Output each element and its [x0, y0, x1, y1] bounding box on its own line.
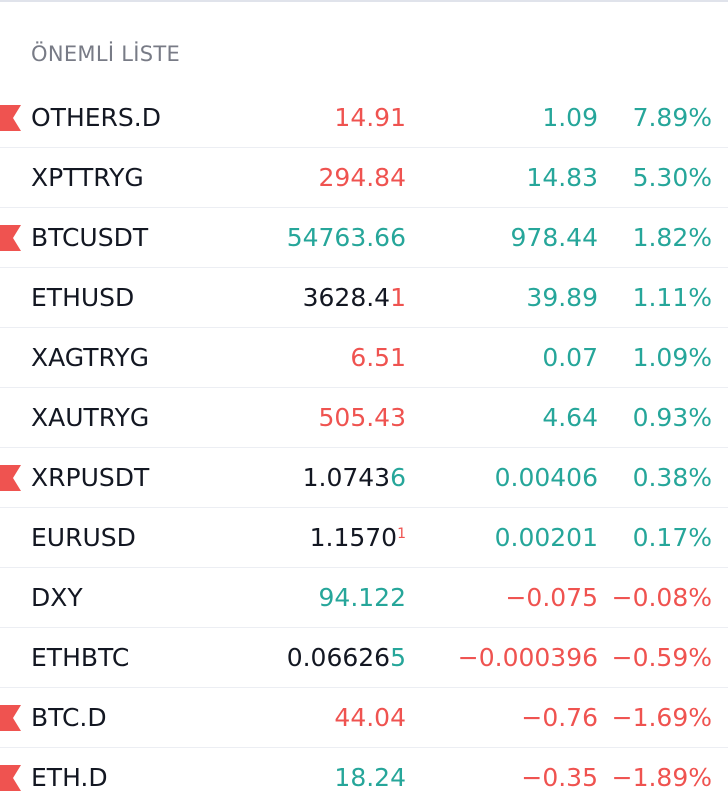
watchlist-row[interactable]: XAGTRYG 6.51 0.07 1.09% — [0, 328, 728, 388]
change-value: 14.83 — [526, 163, 598, 192]
last-price: 3628.41 — [303, 268, 406, 327]
flag-icon[interactable] — [0, 705, 21, 731]
flag-icon[interactable] — [0, 105, 21, 131]
symbol-label: XAGTRYG — [31, 343, 149, 372]
change-value: 39.89 — [526, 283, 598, 312]
flag-icon[interactable] — [0, 765, 21, 791]
change-value: 4.64 — [542, 403, 598, 432]
last-price: 94.122 — [319, 568, 406, 627]
last-price-main: 44.04 — [334, 703, 406, 732]
symbol-label: XPTTRYG — [31, 163, 144, 192]
last-price: 44.04 — [334, 688, 406, 747]
last-price-main: 505.43 — [318, 403, 406, 432]
symbol-label: ETHUSD — [31, 283, 135, 312]
watchlist-row[interactable]: ETHBTC 0.066265 −0.000396 −0.59% — [0, 628, 728, 688]
change-value: −0.35 — [521, 763, 598, 792]
change-percent: −0.59% — [611, 643, 712, 672]
symbol-label: ETH.D — [31, 763, 108, 792]
last-price: 18.24 — [334, 748, 406, 806]
change-value: 978.44 — [510, 223, 598, 252]
last-price: 54763.66 — [287, 208, 406, 267]
change-percent: −1.69% — [611, 703, 712, 732]
last-price: 505.43 — [319, 388, 406, 447]
change-value: 0.00201 — [494, 523, 598, 552]
last-price: 294.84 — [319, 148, 406, 207]
change-value: 1.09 — [542, 103, 598, 132]
change-percent: 0.93% — [632, 403, 712, 432]
symbol-label: BTCUSDT — [31, 223, 149, 252]
symbol-label: OTHERS.D — [31, 103, 161, 132]
change-percent: 0.17% — [632, 523, 712, 552]
last-price-main: 18.24 — [334, 763, 406, 792]
last-price-tick: 6 — [390, 463, 406, 492]
watchlist-row[interactable]: EURUSD 1.15701 0.00201 0.17% — [0, 508, 728, 568]
last-price: 14.91 — [334, 88, 406, 147]
change-percent: 1.82% — [632, 223, 712, 252]
last-price-tick: 1 — [397, 526, 406, 542]
change-percent: 1.11% — [632, 283, 712, 312]
change-value: −0.075 — [505, 583, 598, 612]
watchlist-row[interactable]: XPTTRYG 294.84 14.83 5.30% — [0, 148, 728, 208]
last-price-main: 94.122 — [318, 583, 406, 612]
watchlist-row[interactable]: ETHUSD 3628.41 39.89 1.11% — [0, 268, 728, 328]
last-price-main: 0.06626 — [286, 643, 391, 672]
symbol-label: DXY — [31, 583, 83, 612]
change-value: 0.07 — [542, 343, 598, 372]
watchlist-row[interactable]: BTC.D 44.04 −0.76 −1.69% — [0, 688, 728, 748]
change-percent: 1.09% — [632, 343, 712, 372]
change-value: 0.00406 — [494, 463, 598, 492]
watchlist-section-title[interactable]: ÖNEMLİ LİSTE — [31, 42, 181, 66]
watchlist-row[interactable]: ETH.D 18.24 −0.35 −1.89% — [0, 748, 728, 806]
last-price-tick: 5 — [390, 643, 406, 672]
last-price-main: 1.0743 — [302, 463, 391, 492]
last-price-main: 14.91 — [334, 103, 406, 132]
change-percent: 5.30% — [632, 163, 712, 192]
flag-icon[interactable] — [0, 465, 21, 491]
last-price: 1.07436 — [303, 448, 406, 507]
change-percent: 7.89% — [632, 103, 712, 132]
watchlist-list: OTHERS.D 14.91 1.09 7.89% XPTTRYG 294.84 14.83… — [0, 88, 728, 806]
watchlist-row[interactable]: XAUTRYG 505.43 4.64 0.93% — [0, 388, 728, 448]
symbol-label: XAUTRYG — [31, 403, 150, 432]
last-price-main: 294.84 — [318, 163, 406, 192]
watchlist-row[interactable]: OTHERS.D 14.91 1.09 7.89% — [0, 88, 728, 148]
last-price: 0.066265 — [287, 628, 406, 687]
symbol-label: XRPUSDT — [31, 463, 150, 492]
change-percent: −0.08% — [611, 583, 712, 612]
watchlist-row[interactable]: DXY 94.122 −0.075 −0.08% — [0, 568, 728, 628]
watchlist-row[interactable]: XRPUSDT 1.07436 0.00406 0.38% — [0, 448, 728, 508]
last-price-main: 6.51 — [350, 343, 406, 372]
symbol-label: EURUSD — [31, 523, 136, 552]
change-value: −0.000396 — [457, 643, 598, 672]
symbol-label: BTC.D — [31, 703, 107, 732]
watchlist-row[interactable]: BTCUSDT 54763.66 978.44 1.82% — [0, 208, 728, 268]
last-price: 1.15701 — [310, 508, 406, 567]
flag-icon[interactable] — [0, 225, 21, 251]
last-price-main: 1.1570 — [309, 523, 398, 552]
last-price-main: 54763.66 — [286, 223, 406, 252]
change-percent: −1.89% — [611, 763, 712, 792]
change-value: −0.76 — [521, 703, 598, 732]
last-price-main: 3628.4 — [302, 283, 391, 312]
symbol-label: ETHBTC — [31, 643, 130, 672]
change-percent: 0.38% — [632, 463, 712, 492]
last-price-tick: 1 — [390, 283, 406, 312]
last-price: 6.51 — [350, 328, 406, 387]
